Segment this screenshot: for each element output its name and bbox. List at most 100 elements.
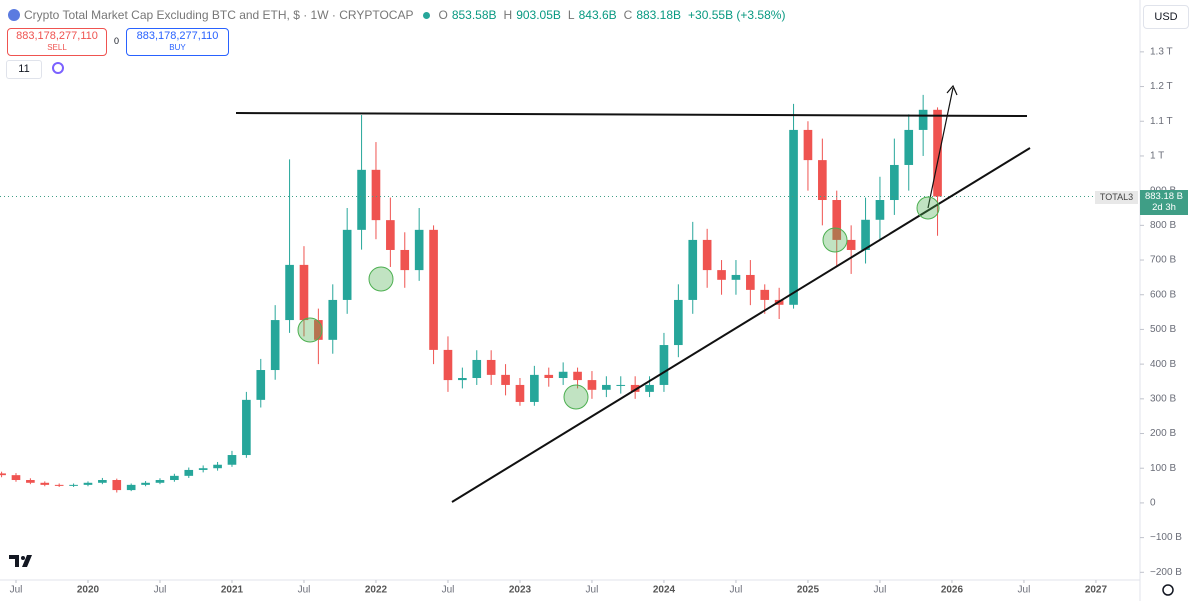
- candle-body: [558, 371, 568, 379]
- candle-body: [213, 464, 222, 469]
- candle-body: [299, 264, 309, 321]
- plot: [0, 94, 1140, 493]
- candle-body: [875, 200, 885, 220]
- refresh-icon[interactable]: [52, 62, 64, 74]
- candle-body: [198, 468, 208, 470]
- arrow-head: [946, 84, 958, 96]
- y-tick-label: 500 B: [1150, 324, 1176, 335]
- buy-label: BUY: [169, 43, 186, 52]
- ohlc-key: C: [623, 8, 633, 22]
- y-tick-label: 1.3 T: [1150, 46, 1173, 57]
- symbol-logo: [8, 9, 20, 21]
- candle-body: [141, 482, 150, 485]
- buy-button[interactable]: 883,178,277,110 BUY: [126, 28, 229, 56]
- ohlc-key: L: [567, 8, 575, 22]
- sell-button[interactable]: 883,178,277,110 SELL: [7, 28, 107, 56]
- candle-body: [918, 109, 928, 130]
- highlight-circle: [916, 196, 940, 220]
- x-tick-label: 2020: [77, 585, 100, 596]
- ohlc-value: 903.05B: [516, 8, 561, 22]
- price: 883.18 B: [1144, 191, 1184, 202]
- candle-body: [702, 239, 712, 271]
- candle-body: [890, 164, 899, 201]
- x-tick-label: 2024: [653, 585, 676, 596]
- x-tick-label: Jul: [1018, 585, 1031, 596]
- x-tick-label: 2021: [221, 585, 244, 596]
- candle-body: [328, 299, 338, 340]
- candle-body: [371, 169, 381, 221]
- ohlc-key: H: [503, 8, 513, 22]
- price-tag: 883.18 B 2d 3h: [1140, 190, 1188, 215]
- ohlc-key: O: [438, 8, 448, 22]
- y-tick-label: 700 B: [1150, 255, 1176, 266]
- indicator-count[interactable]: 11: [6, 60, 42, 79]
- candle-body: [832, 200, 842, 240]
- candle-body: [501, 374, 510, 385]
- countdown: 2d 3h: [1152, 202, 1176, 213]
- highlight-circle: [563, 384, 589, 410]
- y-tick-label: 0: [1150, 498, 1156, 509]
- y-tick-label: −100 B: [1150, 532, 1182, 543]
- candle-body: [11, 475, 21, 481]
- x-tick-label: Jul: [154, 585, 167, 596]
- x-tick-label: Jul: [730, 585, 743, 596]
- candle-body: [270, 320, 280, 371]
- candle-body: [342, 229, 352, 300]
- x-tick-label: Jul: [442, 585, 455, 596]
- y-tick-label: −200 B: [1150, 567, 1182, 578]
- candle-body: [933, 109, 942, 197]
- y-tick-label: 100 B: [1150, 463, 1176, 474]
- y-tick-label: 800 B: [1150, 220, 1176, 231]
- ohlc-value: 853.58B: [451, 8, 497, 22]
- candle-body: [285, 264, 294, 321]
- y-tick-label: 300 B: [1150, 393, 1176, 404]
- x-tick-label: Jul: [874, 585, 887, 596]
- candle-body: [170, 475, 179, 481]
- sell-label: SELL: [47, 43, 67, 52]
- candle-body: [155, 480, 165, 483]
- candle-body: [846, 239, 856, 250]
- y-tick-label: 600 B: [1150, 289, 1176, 300]
- candle-body: [256, 370, 266, 400]
- candle-body: [242, 399, 251, 456]
- arrow: [927, 87, 954, 209]
- header: Crypto Total Market Cap Excluding BTC an…: [8, 8, 788, 22]
- candle-body: [544, 374, 554, 379]
- candle-body: [458, 378, 467, 381]
- candle-body: [486, 359, 496, 375]
- tv-logo: [9, 555, 32, 567]
- candle-body: [688, 239, 698, 300]
- symbol-title: Crypto Total Market Cap Excluding BTC an…: [24, 8, 414, 22]
- candle-body: [746, 274, 755, 290]
- status-dot: [423, 11, 431, 19]
- logo-dot: [21, 556, 25, 560]
- x-tick-label: Jul: [10, 585, 23, 596]
- highlight-circle: [297, 317, 323, 343]
- spread: 0: [114, 36, 120, 46]
- drawings: [235, 84, 1031, 503]
- candle-body: [645, 384, 654, 392]
- candle-body: [83, 482, 93, 485]
- support-line: [451, 147, 1031, 503]
- x-tick-label: 2025: [797, 585, 820, 596]
- candle-body: [112, 480, 122, 491]
- candle-body: [40, 482, 50, 485]
- x-tick-label: 2023: [509, 585, 532, 596]
- x-tick-label: 2027: [1085, 585, 1108, 596]
- candle-body: [54, 484, 64, 486]
- candle-body: [414, 229, 424, 271]
- candle-body: [530, 374, 539, 402]
- settings-icon[interactable]: [1162, 584, 1174, 596]
- highlight-circle: [822, 227, 848, 253]
- currency-button[interactable]: USD: [1143, 5, 1189, 29]
- candle-body: [674, 299, 683, 346]
- candle-body: [69, 484, 78, 486]
- candle-body: [602, 384, 611, 390]
- logo-shape: [9, 555, 32, 567]
- candle-body: [803, 129, 813, 161]
- x-tick-label: Jul: [586, 585, 599, 596]
- ohlc-value: 883.18B: [636, 8, 682, 22]
- candle-body: [184, 469, 194, 476]
- x-tick-label: 2022: [365, 585, 388, 596]
